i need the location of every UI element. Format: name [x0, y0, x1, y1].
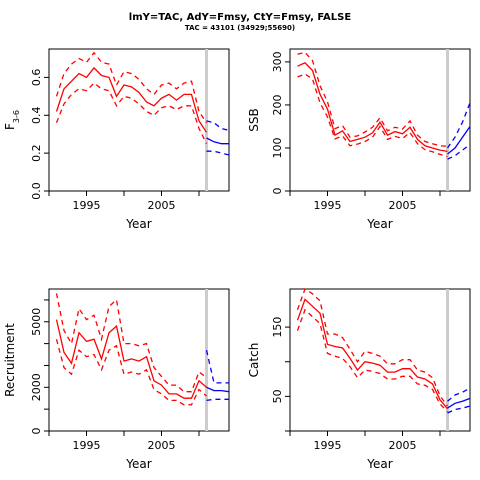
y-tick-label: 0.2 [30, 144, 43, 162]
y-tick-label: 100 [271, 137, 284, 158]
series-historic-dashed-2 [296, 308, 448, 413]
x-tick-label: 2005 [389, 199, 417, 212]
series-historic-dashed-1 [297, 51, 448, 147]
figure-title: lmY=TAC, AdY=Fmsy, CtY=Fmsy, FALSE [129, 12, 352, 23]
y-axis-label: Recruitment [3, 323, 17, 397]
series-historic-dashed-2 [297, 73, 448, 158]
series-projection-dashed-4 [447, 387, 471, 402]
y-tick-label: 0.0 [30, 182, 43, 200]
series-historic-dashed-2 [55, 82, 208, 144]
x-axis-label: Year [125, 457, 151, 471]
y-tick-label: 300 [271, 51, 284, 72]
series-historic-solid-0 [296, 298, 448, 410]
series-projection-solid-3 [206, 386, 230, 393]
series-projection-dashed-5 [206, 398, 229, 402]
y-tick-label: 0.6 [30, 69, 43, 87]
y-tick-label: 0 [30, 428, 43, 435]
x-tick-label: 2005 [148, 439, 176, 452]
panel-recruitment: 1995 2005 0 2000 5000 Year Recruitment [3, 288, 230, 471]
panel-ssb: 1995 2005 0 100 200 300 Year SSB [247, 48, 471, 231]
x-tick-label: 1995 [314, 439, 342, 452]
x-tick-label: 1995 [73, 439, 101, 452]
series-historic-dashed-2 [55, 339, 207, 406]
x-tick-label: 1995 [314, 199, 342, 212]
x-tick-label: 1995 [73, 199, 101, 212]
y-axis-label: Catch [247, 343, 261, 378]
series-projection-solid-3 [447, 397, 471, 409]
y-tick-label: 0.4 [30, 107, 43, 125]
series-projection-dashed-4 [206, 120, 230, 132]
y-tick-label: 5000 [30, 308, 43, 336]
series-historic-solid-0 [297, 62, 448, 153]
plot-frame-catch [289, 288, 471, 432]
y-axis-label: SSB [247, 108, 261, 131]
x-axis-label: Year [125, 217, 151, 231]
series-projection-dashed-5 [447, 143, 471, 160]
y-tick-label: 150 [271, 317, 284, 338]
x-tick-label: 2005 [389, 439, 417, 452]
figure-subtitle: TAC = 43101 (34929;55690) [185, 24, 295, 32]
y-tick-label: 2000 [30, 373, 43, 401]
y-tick-label: 50 [271, 389, 284, 403]
y-tick-label: 200 [271, 94, 284, 115]
x-tick-label: 2005 [148, 199, 176, 212]
plot-frame-ssb [289, 48, 471, 192]
series-projection-dashed-4 [446, 102, 471, 149]
plot-frame-recruitment [48, 288, 230, 432]
x-axis-label: Year [366, 217, 392, 231]
series-historic-dashed-1 [296, 288, 449, 407]
series-historic-solid-0 [55, 66, 208, 133]
y-axis-label: F3-6 [3, 110, 21, 130]
series-historic-dashed-1 [55, 51, 208, 124]
x-axis-label: Year [366, 457, 392, 471]
series-projection-solid-3 [206, 137, 229, 145]
y-tick-label: 0 [271, 188, 284, 195]
panel-fbar: 1995 2005 0.0 0.2 0.4 0.6 Year F3-6 [3, 48, 230, 231]
series-historic-solid-0 [55, 319, 207, 399]
series-projection-solid-3 [447, 126, 471, 155]
series-projection-dashed-5 [447, 405, 471, 414]
series-projection-dashed-4 [205, 350, 229, 384]
plot-frame-fbar [48, 48, 230, 192]
series-projection-dashed-5 [206, 150, 230, 156]
series-historic-dashed-1 [55, 293, 207, 393]
panel-catch: 1995 2005 50 150 Year Catch [247, 288, 471, 471]
